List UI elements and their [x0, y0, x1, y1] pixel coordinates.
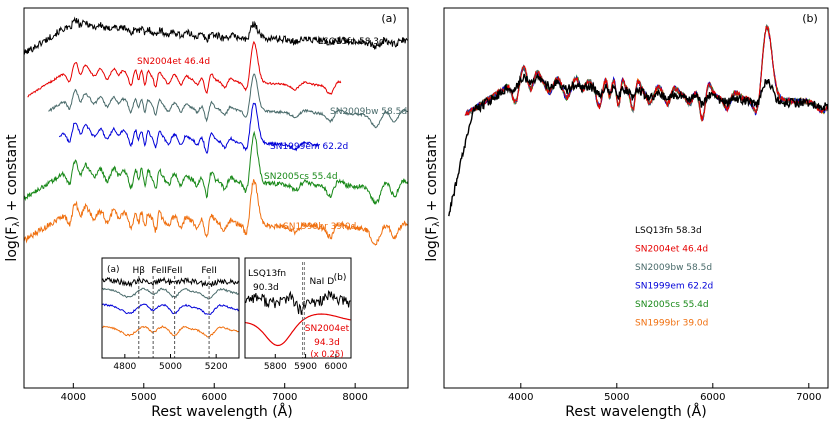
panel-a-y-axis-label-sub: λ [12, 221, 22, 227]
panel-b-y-axis-label-head: log(F [424, 227, 440, 262]
panel-a-label: (a) [381, 12, 396, 25]
panel-b-y-axis-label: log(Fλ) + constant [424, 134, 442, 262]
legend-entry-sn2009bw: SN2009bw 58.5d [635, 263, 712, 273]
panel-b-x-axis-label: Rest wavelength (Å) [565, 403, 706, 420]
panel-a-tick-label: 6000 [202, 392, 227, 403]
inset-a-spectrum-line [101, 276, 240, 288]
inset-b-tick-label: 5800 [264, 362, 287, 372]
panel-b-tick-label: 5000 [604, 392, 629, 403]
panel-a-tick-label: 8000 [342, 392, 367, 403]
panel-b-legend: LSQ13fn 58.3d SN2004et 46.4d SN2009bw 58.5… [635, 226, 713, 329]
panel-a-y-axis-label-head: log(F [4, 227, 20, 262]
inset-b-annot-sn2004et-phase: 94.3d [314, 338, 340, 348]
spectrum-line-sn1999em [58, 102, 320, 155]
panel-a-frame [23, 7, 409, 389]
panel-a-x-ticks: 4000 5000 6000 7000 8000 [61, 383, 368, 403]
panel-a-spectra [23, 16, 409, 246]
panel-b-spectrum-lsq13fn [448, 72, 829, 217]
inset-b-ticks: 5800 5900 6000 [264, 354, 348, 372]
series-label-sn2005cs: SN2005cs 55.4d [264, 172, 338, 182]
panel-b-y-axis-label-tail: ) + constant [424, 134, 440, 221]
inset-b-spectra: NaI D [244, 262, 351, 358]
panel-a-tick-label: 7000 [272, 392, 297, 403]
series-label-sn1999em: SN1999em 62.2d [270, 142, 348, 152]
legend-entry-lsq13fn: LSQ13fn 58.3d [635, 226, 702, 236]
panel-a: 4000 5000 6000 7000 8000 (a) LSQ13fn 58.3d SN… [4, 7, 409, 420]
inset-a-ticks: 4800 5000 5200 [113, 354, 228, 372]
inset-b-label: (b) [334, 273, 347, 283]
panel-b-tick-label: 7000 [796, 392, 821, 403]
inset-a-tick-label: 5200 [205, 362, 228, 372]
panel-b: 4000 5000 6000 7000 (b) LSQ13fn 58.3d SN2004… [424, 7, 829, 420]
panel-b-spectrum-sn2004et [464, 25, 829, 122]
inset-a-tick-label: 4800 [113, 362, 136, 372]
inset-b-annot-lsq13fn: LSQ13fn [248, 269, 286, 279]
panel-a-series-labels: LSQ13fn 58.3d SN2004et 46.4d SN2009bw 58.5… [137, 37, 407, 232]
panel-b-label: (b) [802, 12, 818, 25]
panel-b-tick-label: 6000 [700, 392, 725, 403]
series-label-sn2004et: SN2004et 46.4d [137, 57, 210, 67]
inset-b-frame [244, 257, 352, 359]
panel-b-x-ticks: 4000 5000 6000 7000 [508, 383, 822, 403]
inset-a-tick-label: 5000 [159, 362, 182, 372]
series-label-sn1999br: SN1999br 39.0d [283, 222, 356, 232]
inset-b-annot-sn2004et: SN2004et [305, 324, 350, 334]
panel-a-x-axis-label: Rest wavelength (Å) [151, 403, 292, 420]
spectrum-line-sn2005cs [23, 130, 409, 205]
panel-b-frame [443, 7, 829, 389]
panel-b-spectra [448, 23, 829, 217]
panel-b-tick-label: 4000 [508, 392, 533, 403]
series-label-sn2009bw: SN2009bw 58.5d [330, 107, 407, 117]
spectrum-line-sn2004et [27, 40, 342, 98]
inset-a-line-id: FeII [151, 266, 167, 276]
legend-entry-sn2004et: SN2004et 46.4d [635, 245, 708, 255]
panel-a-y-axis-label: log(Fλ) + constant [4, 134, 22, 262]
inset-b-line-id: NaI D [309, 277, 334, 287]
inset-a-line-id: Hβ [133, 266, 146, 276]
panel-b-y-axis-label-sub: λ [432, 221, 442, 227]
panel-a-y-axis-label-tail: ) + constant [4, 134, 20, 221]
inset-a-spectrum-line [101, 303, 240, 315]
panel-a-tick-label: 4000 [61, 392, 86, 403]
inset-a-spectra: Hβ FeII FeII FeII [101, 266, 240, 358]
inset-b: NaI D 5800 5900 6000 (b) LSQ13fn 90.3d SN2… [244, 257, 352, 372]
panel-a-tick-label: 5000 [131, 392, 156, 403]
legend-entry-sn2005cs: SN2005cs 55.4d [635, 300, 709, 310]
series-label-lsq13fn: LSQ13fn 58.3d [318, 37, 385, 47]
spectrum-line-sn1999br [23, 179, 408, 246]
inset-a-spectrum-line [101, 287, 240, 300]
legend-entry-sn1999br: SN1999br 39.0d [635, 319, 708, 329]
legend-entry-sn1999em: SN1999em 62.2d [635, 282, 713, 292]
inset-a-spectrum-line [101, 325, 240, 338]
inset-a-label: (a) [107, 265, 120, 275]
inset-a: Hβ FeII FeII FeII 4800 5000 5200 (a) [101, 257, 240, 372]
inset-b-tick-label: 5900 [294, 362, 317, 372]
inset-b-sn2004et-line [244, 313, 351, 347]
inset-b-annot-scale: (x 0.25) [310, 350, 343, 360]
inset-b-lsq13fn-line [244, 290, 351, 315]
inset-a-line-id: FeII [201, 266, 217, 276]
inset-a-line-id: FeII [167, 266, 183, 276]
spectrum-line-sn2009bw [48, 73, 408, 129]
spectrum-line-lsq13fn [23, 16, 408, 56]
inset-b-tick-label: 6000 [324, 362, 347, 372]
inset-b-annot-lsq13fn-phase: 90.3d [253, 283, 279, 293]
